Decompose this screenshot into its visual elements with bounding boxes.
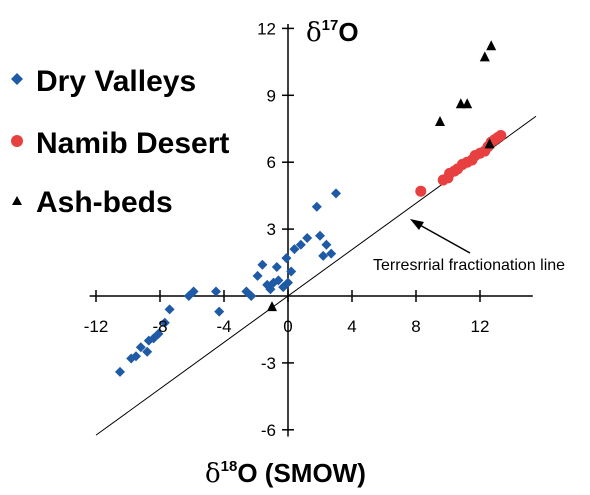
x-tick-label: 8	[411, 317, 420, 336]
series-dry-valleys	[115, 188, 341, 377]
legend-item-dry-valleys: Dry Valleys	[11, 65, 196, 98]
data-point-diamond	[283, 277, 293, 288]
data-point-diamond	[131, 351, 141, 362]
data-point-diamond	[302, 233, 313, 244]
data-point-diamond	[321, 239, 332, 250]
data-point-diamond	[273, 275, 284, 286]
legend-marker-circle	[11, 135, 23, 147]
data-point-diamond	[142, 346, 153, 357]
axes	[89, 23, 533, 437]
y-tick-label: 9	[267, 86, 276, 105]
y-tick-label: 12	[257, 19, 276, 38]
data-point-diamond	[115, 366, 125, 377]
legend-label-dry-valleys: Dry Valleys	[36, 65, 196, 98]
data-point-diamond	[326, 248, 337, 259]
data-point-diamond	[286, 266, 297, 277]
data-point-circle	[495, 129, 507, 141]
fractionation-annotation: Terresrrial fractionation line	[373, 219, 565, 274]
y-axis-label-sup: 17	[322, 17, 339, 34]
y-tick-label: -3	[261, 354, 276, 373]
data-point-diamond	[331, 188, 341, 199]
x-axis-label-sup: 18	[221, 458, 238, 475]
y-tick-label: -6	[261, 421, 276, 440]
data-point-diamond	[289, 244, 300, 255]
data-point-triangle	[267, 301, 277, 312]
data-point-diamond	[318, 250, 329, 261]
data-point-diamond	[252, 270, 263, 281]
x-axis-label-main: O (SMOW)	[237, 458, 366, 488]
tick-labels: -12 -8 -4 0 4 8 12 -6 -3 3 6 9 12	[84, 19, 490, 439]
data-point-diamond	[295, 239, 306, 250]
legend-item-ash-beds: Ash-beds	[12, 186, 173, 219]
data-point-diamond	[311, 201, 322, 212]
data-point-diamond	[315, 230, 325, 241]
annotation-arrow	[417, 223, 471, 254]
data-point-triangle	[486, 40, 497, 51]
legend-label-namib-desert: Namib Desert	[36, 127, 229, 160]
legend: Dry Valleys Namib Desert Ash-beds	[11, 65, 229, 219]
data-point-diamond	[159, 317, 170, 328]
x-tick-label: -8	[152, 317, 167, 336]
x-axis-label: δ18O (SMOW)	[205, 458, 366, 489]
data-point-diamond	[214, 306, 225, 317]
data-point-diamond	[211, 286, 221, 297]
y-axis-label-delta: δ	[306, 18, 322, 48]
data-points	[115, 40, 507, 377]
data-point-triangle	[484, 138, 495, 149]
data-point-triangle	[479, 51, 490, 62]
x-axis-label-delta: δ	[205, 459, 221, 489]
data-point-diamond	[135, 342, 146, 353]
x-tick-label: -12	[84, 317, 109, 336]
annotation-arrowhead	[410, 219, 424, 230]
data-point-triangle	[435, 116, 445, 127]
x-tick-label: 0	[283, 317, 292, 336]
series-ash-beds	[267, 40, 497, 312]
legend-marker-diamond	[11, 73, 23, 85]
legend-label-ash-beds: Ash-beds	[36, 186, 173, 219]
fractionation-line-label: Terresrrial fractionation line	[373, 257, 565, 274]
data-point-diamond	[281, 253, 292, 264]
data-point-diamond	[188, 286, 199, 297]
series-namib-desert	[415, 129, 507, 197]
data-point-diamond	[153, 328, 164, 339]
data-point-diamond	[257, 259, 268, 270]
legend-marker-triangle	[12, 196, 22, 205]
y-axis-label-main: O	[338, 17, 358, 47]
data-point-triangle	[455, 98, 466, 109]
y-tick-label: 6	[267, 153, 276, 172]
y-tick-label: 3	[267, 220, 276, 239]
data-point-diamond	[271, 262, 282, 273]
data-point-circle	[415, 185, 427, 197]
x-tick-label: 4	[347, 317, 356, 336]
data-point-diamond	[164, 304, 175, 315]
legend-item-namib-desert: Namib Desert	[11, 127, 229, 160]
x-tick-label: 12	[471, 317, 490, 336]
x-tick-label: -4	[216, 317, 231, 336]
y-axis-label: δ17O	[306, 17, 359, 48]
data-point-triangle	[462, 98, 473, 109]
data-point-diamond	[246, 291, 257, 301]
